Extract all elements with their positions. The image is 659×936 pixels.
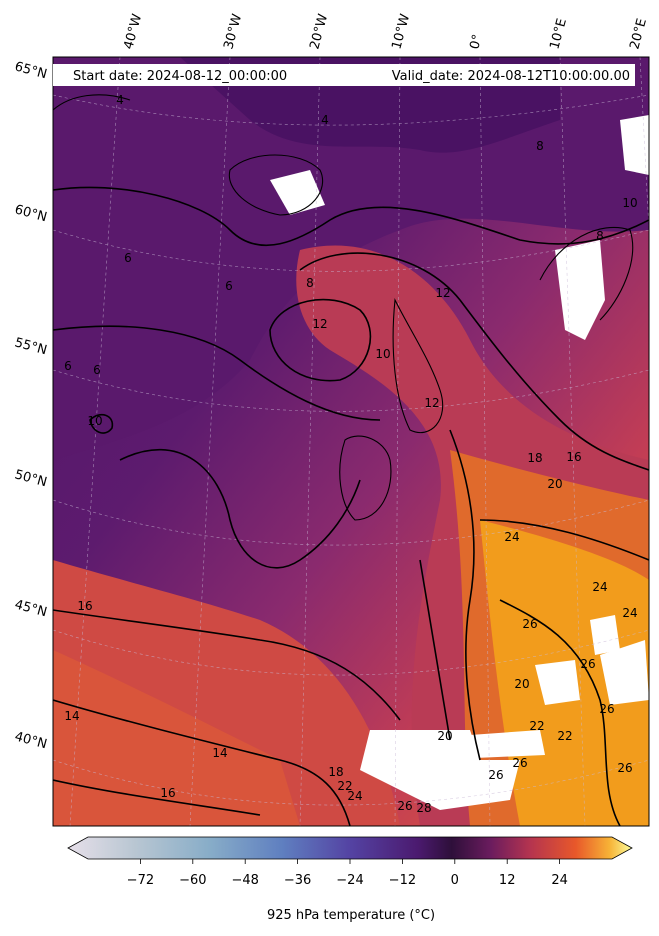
longitude-label: 40°W [121, 12, 145, 51]
contour-label: 10 [375, 347, 390, 361]
valid-date: Valid_date: 2024-08-12T10:00:00.00 [392, 69, 630, 84]
longitude-label: 20°E [627, 17, 650, 51]
contour-label: 12 [312, 317, 327, 331]
contour-label: 24 [592, 580, 607, 594]
contour-label: 4 [116, 93, 124, 107]
colorbar-tick-label: −60 [179, 873, 206, 888]
header-box [53, 64, 635, 86]
contour-label: 10 [622, 196, 637, 210]
contour-label: 6 [93, 363, 101, 377]
colorbar-tick-label: −24 [336, 873, 363, 888]
longitude-labels: 40°W 30°W 20°W 10°W 0° 10°E 20°E [121, 12, 650, 51]
contour-label: 26 [512, 756, 527, 770]
contour-label: 26 [397, 799, 412, 813]
contour-label: 8 [306, 276, 314, 290]
longitude-label: 30°W [221, 12, 245, 51]
temperature-field [53, 57, 649, 826]
contour-label: 16 [160, 786, 175, 800]
contour-labels: 4 4 8 8 10 6 6 8 12 12 10 6 6 10 12 18 16 20 24 24 26 16 24 26 2… [64, 93, 637, 815]
colorbar-bar [67, 836, 633, 860]
contour-label: 8 [536, 139, 544, 153]
contour-label: 4 [321, 113, 329, 127]
contour-label: 12 [435, 286, 450, 300]
latitude-label: 45°N [13, 597, 49, 620]
contour-label: 20 [437, 729, 452, 743]
contour-label: 10 [87, 414, 102, 428]
colorbar-tick-label: −12 [389, 873, 416, 888]
longitude-label: 0° [467, 33, 485, 51]
contour-label: 6 [124, 251, 132, 265]
contour-label: 26 [580, 657, 595, 671]
latitude-label: 50°N [13, 467, 49, 490]
contour-label: 24 [504, 530, 519, 544]
contour-label: 12 [424, 396, 439, 410]
longitude-label: 10°E [547, 17, 570, 51]
contour-label: 16 [77, 599, 92, 613]
colorbar-tick-label: 12 [499, 873, 516, 888]
colorbar: −72 −60 −48 −36 −24 −12 0 12 24 925 hPa temperat… [67, 836, 633, 923]
contour-label: 22 [529, 719, 544, 733]
contour-label: 26 [599, 702, 614, 716]
latitude-label: 65°N [13, 59, 49, 82]
contour-label: 14 [64, 709, 79, 723]
contour-label: 26 [522, 617, 537, 631]
contour-label: 18 [527, 451, 542, 465]
contour-label: 20 [514, 677, 529, 691]
contour-label: 18 [328, 765, 343, 779]
colorbar-tick-label: −36 [284, 873, 311, 888]
latitude-label: 60°N [13, 202, 49, 225]
colorbar-ticks: −72 −60 −48 −36 −24 −12 0 12 24 [127, 859, 568, 888]
contour-label: 22 [557, 729, 572, 743]
contour-label: 8 [596, 229, 604, 243]
contour-label: 28 [416, 801, 431, 815]
contour-label: 6 [64, 359, 72, 373]
contour-label: 26 [617, 761, 632, 775]
colorbar-tick-label: −72 [127, 873, 154, 888]
contour-label: 22 [337, 779, 352, 793]
longitude-label: 10°W [389, 12, 413, 51]
contour-label: 14 [212, 746, 227, 760]
colorbar-label: 925 hPa temperature (°C) [267, 908, 435, 923]
contour-label: 20 [547, 477, 562, 491]
colorbar-tick-label: 24 [551, 873, 568, 888]
contour-label: 6 [225, 279, 233, 293]
latitude-labels: 65°N 60°N 55°N 50°N 45°N 40°N [13, 59, 49, 752]
latitude-label: 55°N [13, 335, 49, 358]
contour-label: 26 [488, 768, 503, 782]
map-border [52, 56, 650, 827]
colorbar-tick-label: 0 [451, 873, 459, 888]
start-date: Start date: 2024-08-12_00:00:00 [73, 69, 287, 84]
contour-label: 24 [622, 606, 637, 620]
contour-label: 24 [347, 789, 362, 803]
longitude-label: 20°W [307, 12, 331, 51]
contour-label: 16 [566, 450, 581, 464]
colorbar-tick-label: −48 [231, 873, 258, 888]
latitude-label: 40°N [13, 729, 49, 752]
